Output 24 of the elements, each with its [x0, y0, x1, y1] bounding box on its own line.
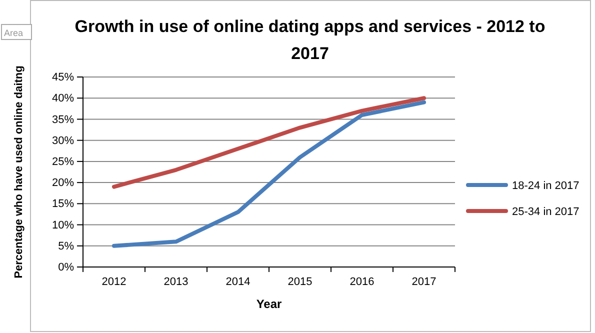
x-tick-label: 2013: [164, 276, 188, 288]
x-tick-label: 2017: [412, 276, 436, 288]
line-series: [112, 96, 426, 189]
x-axis-title: Year: [256, 297, 282, 311]
x-tick-label: 2016: [350, 276, 374, 288]
y-tick-label: 0%: [58, 262, 74, 274]
line-series: [112, 100, 426, 248]
x-tick-label: 2014: [226, 276, 250, 288]
y-axis-title: Percentage who have used online daitng: [13, 66, 25, 278]
y-tick-label: 5%: [58, 240, 74, 252]
y-tick-label: 35%: [52, 114, 74, 126]
text: Area: [4, 28, 24, 38]
y-tick-label: 20%: [52, 177, 74, 190]
x-tick-label: 2015: [288, 276, 312, 288]
y-tick-label: 45%: [52, 72, 74, 84]
y-tick-label: 15%: [52, 198, 74, 210]
chart-title: Growth in use of online dating apps and services - 2012 to 2017: [74, 17, 546, 63]
y-tick-label: 30%: [52, 134, 74, 147]
y-tick-label: 40%: [52, 92, 74, 105]
y-tick-label: 10%: [52, 219, 74, 232]
y-tick-label: 25%: [52, 156, 74, 168]
legend-label: 18-24 in 2017: [512, 180, 580, 192]
x-tick-label: 2012: [102, 276, 126, 288]
legend-label: 25-34 in 2017: [512, 206, 580, 218]
